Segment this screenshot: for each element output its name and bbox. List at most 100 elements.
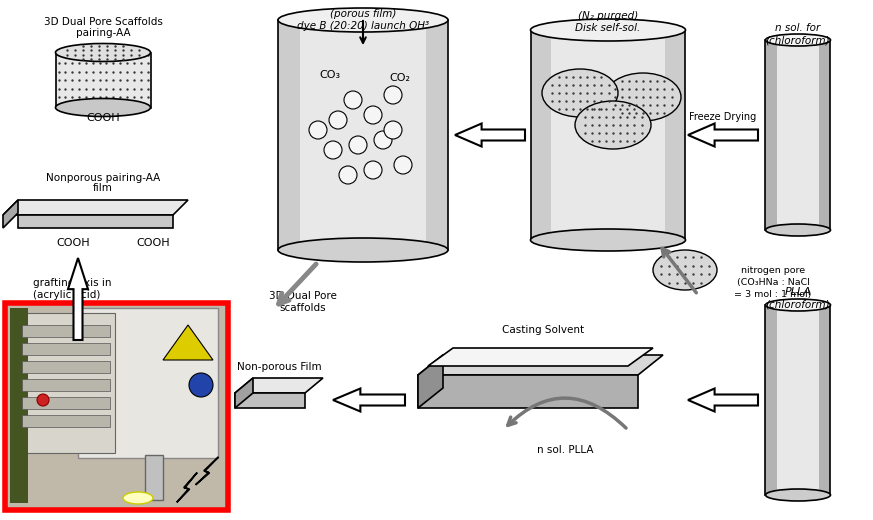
Text: CO₃: CO₃ [320, 70, 340, 80]
Circle shape [324, 141, 342, 159]
Text: COOH: COOH [86, 113, 120, 123]
Ellipse shape [766, 489, 830, 501]
Polygon shape [278, 20, 300, 250]
Ellipse shape [56, 44, 150, 61]
Text: (acrylic acid): (acrylic acid) [33, 290, 100, 300]
Circle shape [394, 156, 412, 174]
Text: COOH: COOH [136, 238, 170, 248]
Polygon shape [766, 40, 777, 230]
Ellipse shape [531, 19, 685, 41]
Circle shape [364, 106, 382, 124]
Polygon shape [819, 305, 830, 495]
Polygon shape [18, 215, 173, 228]
Circle shape [384, 86, 402, 104]
Text: dye B (20:20) launch OH³: dye B (20:20) launch OH³ [297, 21, 429, 31]
Text: nitrogen pore: nitrogen pore [741, 266, 805, 275]
Polygon shape [56, 53, 150, 108]
Text: (porous film): (porous film) [330, 9, 396, 19]
Polygon shape [278, 20, 448, 250]
Ellipse shape [278, 8, 448, 32]
Ellipse shape [531, 229, 685, 251]
Ellipse shape [605, 73, 681, 121]
FancyBboxPatch shape [22, 343, 110, 355]
Polygon shape [418, 355, 443, 408]
Text: = 3 mol : 1 mol): = 3 mol : 1 mol) [734, 290, 812, 298]
Text: film: film [93, 183, 113, 193]
Polygon shape [688, 388, 758, 411]
Polygon shape [3, 200, 188, 215]
Text: Casting Solvent: Casting Solvent [502, 325, 584, 335]
Text: Apparatus: Apparatus [76, 357, 130, 367]
Circle shape [374, 131, 392, 149]
Text: COOH: COOH [56, 238, 90, 248]
Text: Plasma Discharge: Plasma Discharge [57, 345, 149, 355]
FancyBboxPatch shape [22, 397, 110, 409]
FancyBboxPatch shape [22, 325, 110, 337]
Polygon shape [333, 388, 405, 411]
Ellipse shape [766, 224, 830, 236]
Text: PLLA: PLLA [785, 287, 811, 297]
Polygon shape [766, 305, 830, 495]
FancyBboxPatch shape [22, 415, 110, 427]
Polygon shape [176, 473, 197, 502]
Ellipse shape [278, 238, 448, 262]
Polygon shape [428, 348, 653, 366]
FancyBboxPatch shape [10, 308, 28, 503]
Text: (chloroform): (chloroform) [766, 299, 830, 309]
Text: (N₂ purged): (N₂ purged) [578, 11, 638, 21]
Circle shape [344, 91, 362, 109]
Text: 3D Dual Pore: 3D Dual Pore [269, 291, 337, 301]
Ellipse shape [123, 492, 153, 504]
Polygon shape [688, 124, 758, 147]
Polygon shape [766, 305, 777, 495]
Text: scaffolds: scaffolds [279, 303, 327, 313]
Circle shape [329, 111, 347, 129]
Polygon shape [426, 20, 448, 250]
Polygon shape [455, 124, 525, 147]
Text: Non-porous Film: Non-porous Film [237, 362, 321, 372]
Polygon shape [418, 355, 663, 375]
Ellipse shape [542, 69, 618, 117]
Text: CO₂: CO₂ [389, 73, 410, 83]
Text: Disk self-sol.: Disk self-sol. [575, 23, 641, 33]
Circle shape [309, 121, 327, 139]
Circle shape [339, 166, 357, 184]
Ellipse shape [653, 250, 717, 290]
Polygon shape [68, 258, 88, 340]
FancyBboxPatch shape [15, 313, 115, 453]
Polygon shape [235, 393, 305, 408]
Polygon shape [163, 325, 213, 360]
Text: n sol. PLLA: n sol. PLLA [537, 445, 594, 455]
Polygon shape [819, 40, 830, 230]
Polygon shape [418, 375, 638, 408]
Ellipse shape [766, 34, 830, 46]
FancyBboxPatch shape [22, 361, 110, 373]
Text: (chloroform): (chloroform) [766, 35, 830, 45]
Circle shape [37, 394, 49, 406]
Polygon shape [235, 378, 253, 408]
FancyBboxPatch shape [22, 379, 110, 391]
Polygon shape [3, 200, 18, 228]
Text: grafting axis in: grafting axis in [33, 278, 112, 288]
Text: pairing-AA: pairing-AA [76, 28, 130, 38]
Circle shape [384, 121, 402, 139]
Text: n sol. for: n sol. for [775, 23, 821, 33]
Polygon shape [665, 30, 685, 240]
Text: Nonporous pairing-AA: Nonporous pairing-AA [46, 173, 160, 183]
FancyBboxPatch shape [5, 303, 228, 510]
Text: (CO₃HNa : NaCl: (CO₃HNa : NaCl [737, 278, 809, 287]
FancyBboxPatch shape [145, 455, 163, 500]
Polygon shape [531, 30, 551, 240]
Polygon shape [766, 40, 830, 230]
Ellipse shape [766, 299, 830, 311]
Text: Freeze Drying: Freeze Drying [690, 112, 757, 122]
Circle shape [349, 136, 367, 154]
Polygon shape [235, 378, 323, 393]
FancyBboxPatch shape [78, 308, 218, 458]
Ellipse shape [575, 101, 651, 149]
Polygon shape [196, 457, 218, 485]
Ellipse shape [56, 98, 150, 116]
Polygon shape [531, 30, 685, 240]
Text: 3D Dual Pore Scaffolds: 3D Dual Pore Scaffolds [44, 17, 162, 27]
Circle shape [189, 373, 213, 397]
